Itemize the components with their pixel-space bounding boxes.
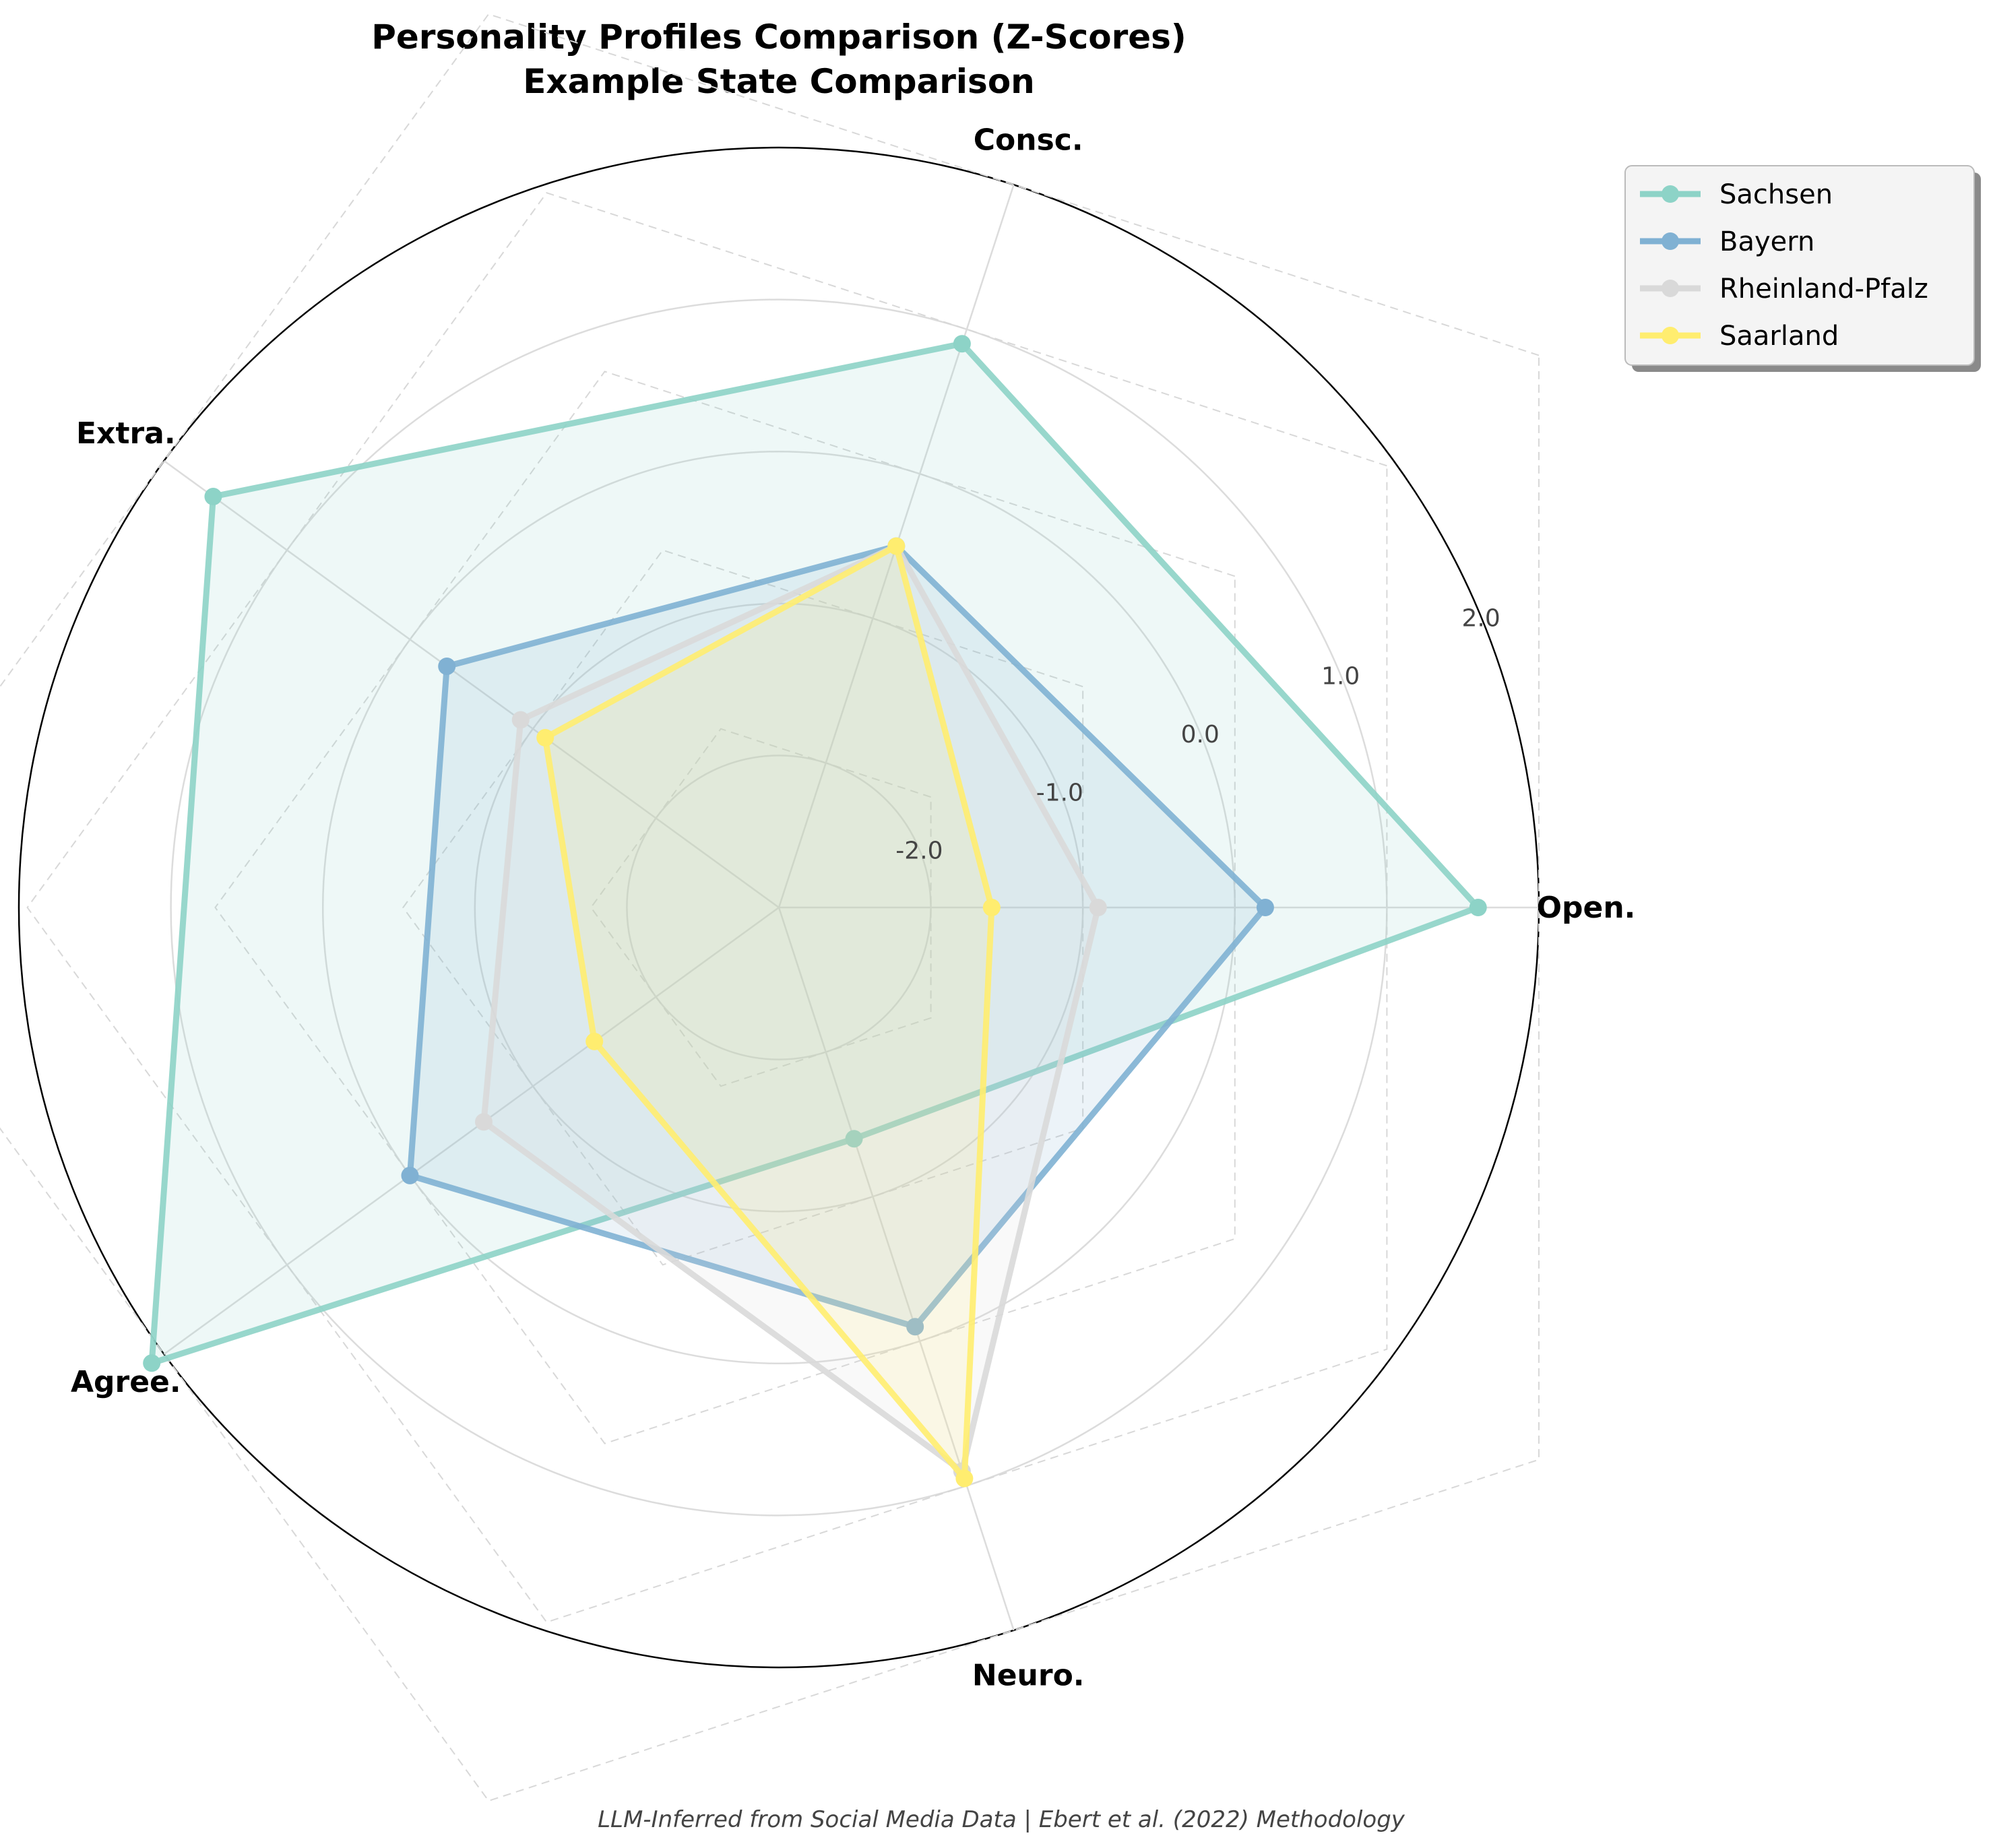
- legend-item-rheinland-pfalz: Rheinland-Pfalz: [1640, 274, 1928, 305]
- point-rheinland-pfalz-agree: [474, 1113, 493, 1131]
- point-bayern-neuro: [906, 1318, 924, 1336]
- point-sachsen-neuro: [845, 1130, 863, 1148]
- legend-swatch-marker: [1662, 327, 1679, 344]
- legend-label: Bayern: [1719, 226, 1814, 257]
- point-bayern-agree: [401, 1166, 419, 1184]
- tick-label: 0.0: [1181, 721, 1220, 748]
- point-bayern-extra: [438, 657, 456, 675]
- axis-label-agree: Agree.: [71, 1365, 181, 1399]
- point-rheinland-pfalz-open: [1089, 899, 1107, 916]
- axis-label-neuro: Neuro.: [972, 1658, 1085, 1692]
- point-bayern-open: [1256, 899, 1274, 916]
- point-rheinland-pfalz-extra: [511, 711, 530, 729]
- tick-label: -1.0: [1036, 779, 1083, 806]
- point-sachsen-consc: [953, 335, 971, 353]
- grid-spoke-agree: [163, 906, 780, 1356]
- chart-title: Personality Profiles Comparison (Z-Score…: [371, 18, 1187, 57]
- axis-label-extra: Extra.: [76, 416, 176, 451]
- series-rheinland-pfalz: [474, 537, 1107, 1480]
- tick-label: -2.0: [895, 837, 943, 865]
- series-area-saarland: [545, 546, 992, 1479]
- legend-swatch-marker: [1662, 232, 1679, 250]
- grid-dashed-pentagon: [590, 728, 932, 1087]
- grid-dashed-pentagon: [26, 191, 1388, 1624]
- legend-label: Rheinland-Pfalz: [1719, 274, 1928, 305]
- axis-label-consc: Consc.: [974, 123, 1083, 158]
- point-sachsen-open: [1469, 899, 1487, 916]
- footnote: LLM-Inferred from Social Media Data | Eb…: [598, 1806, 1405, 1833]
- point-saarland-consc: [887, 537, 906, 555]
- axis-label-open: Open.: [1537, 891, 1636, 925]
- legend-box: [1624, 165, 1975, 366]
- legend-item-bayern: Bayern: [1640, 226, 1814, 257]
- point-saarland-extra: [536, 729, 555, 747]
- legend: Sachsen Bayern Rheinland-Pfalz Saarland: [1624, 165, 1981, 372]
- series-line-sachsen: [148, 340, 1482, 1366]
- legend-item-sachsen: Sachsen: [1640, 179, 1833, 210]
- point-saarland-open: [982, 899, 1001, 916]
- series-line-rheinland-pfalz: [480, 543, 1102, 1475]
- radar-labels: -2.0 -1.0 0.0 1.0 2.0 Open. Consc. Extra. Agree.…: [71, 123, 1635, 1693]
- point-saarland-agree: [586, 1032, 604, 1050]
- radar-series: [143, 335, 1487, 1488]
- legend-item-saarland: Saarland: [1640, 321, 1839, 352]
- legend-swatch-marker: [1662, 185, 1679, 203]
- series-saarland: [536, 537, 1001, 1488]
- point-sachsen-agree: [143, 1354, 161, 1372]
- series-area-bayern: [410, 546, 1265, 1327]
- series-line-saarland: [542, 543, 995, 1482]
- grid-spoke-neuro: [778, 907, 1015, 1631]
- series-area-rheinland-pfalz: [483, 546, 1098, 1471]
- tick-label: 1.0: [1321, 663, 1360, 691]
- legend-swatch-marker: [1662, 280, 1679, 297]
- legend-label: Saarland: [1719, 321, 1839, 352]
- tick-label: 2.0: [1462, 604, 1500, 632]
- point-sachsen-extra: [204, 488, 222, 506]
- grid-dashed-pentagon: [0, 13, 1540, 1802]
- chart-subtitle: Example State Comparison: [523, 62, 1035, 101]
- grid-spoke-extra: [163, 459, 780, 909]
- point-saarland-neuro: [955, 1469, 974, 1488]
- legend-label: Sachsen: [1719, 179, 1833, 210]
